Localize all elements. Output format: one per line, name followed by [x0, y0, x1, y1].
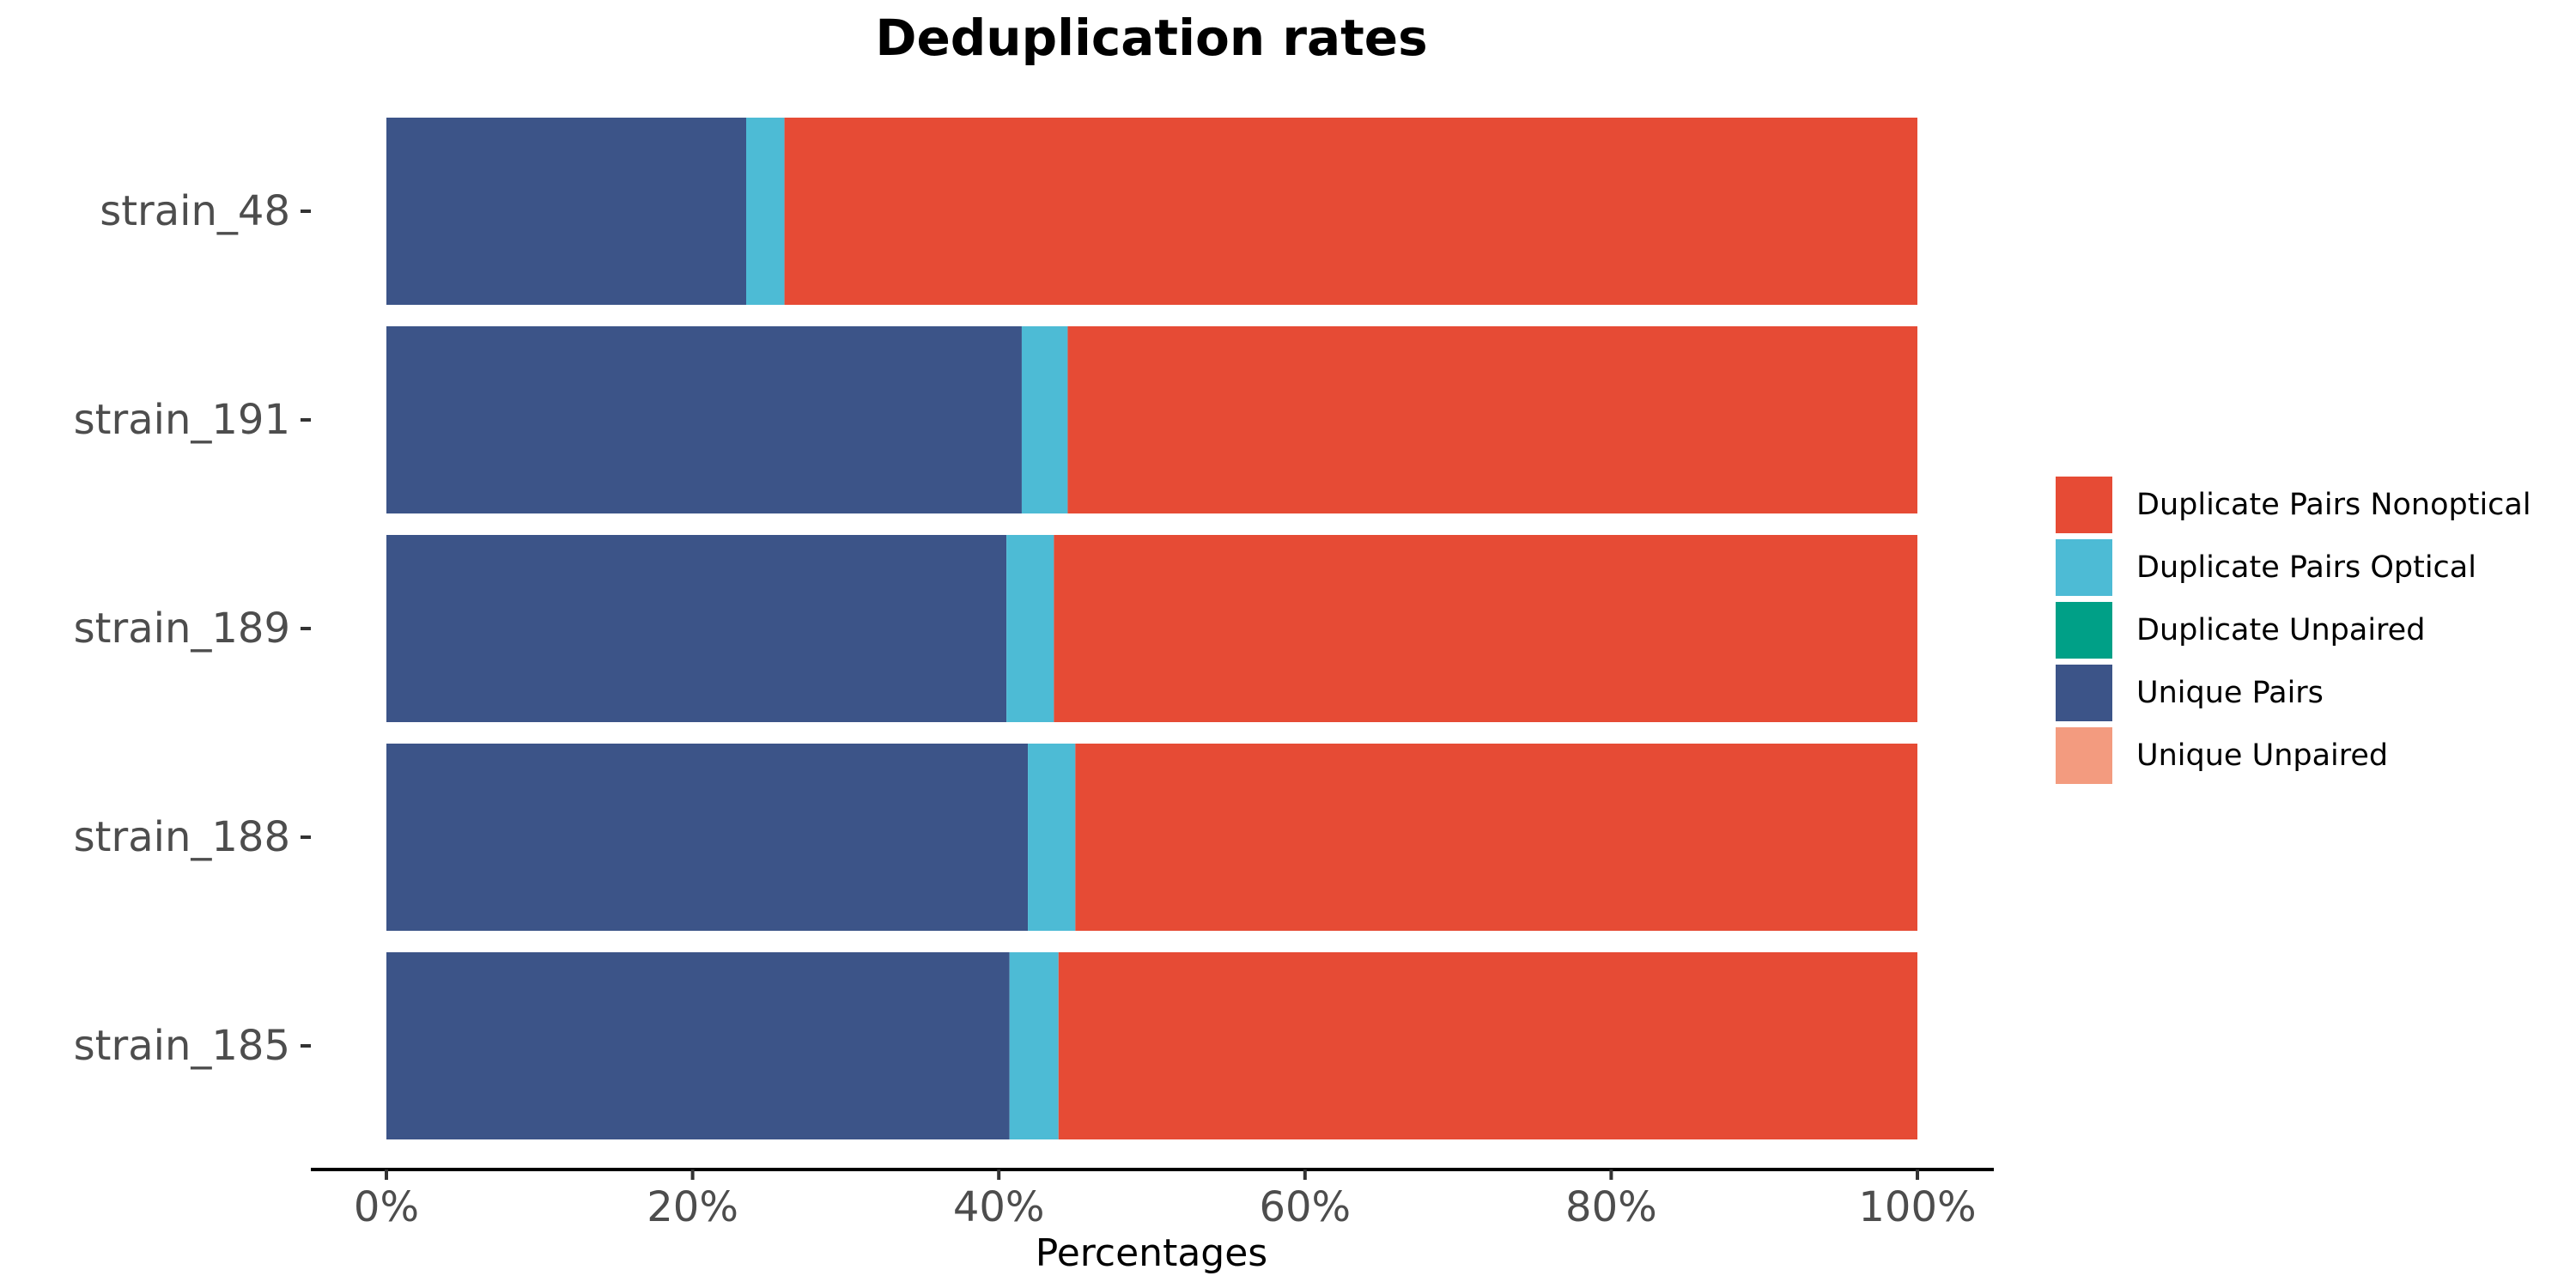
legend-label: Duplicate Unpaired: [2136, 613, 2425, 647]
x-axis-title: Percentages: [1036, 1231, 1267, 1275]
legend-label: Unique Pairs: [2136, 676, 2324, 710]
bar-segment: [1006, 535, 1054, 722]
legend: Duplicate Pairs Nonoptical Duplicate Pair…: [2056, 477, 2531, 784]
x-tick-label: 100%: [1858, 1183, 1976, 1231]
bar-segment: [386, 535, 1007, 722]
bar-segment: [1009, 952, 1059, 1139]
bar-segment: [386, 118, 747, 305]
x-tick-label: 0%: [354, 1183, 419, 1231]
legend-label: Duplicate Pairs Nonoptical: [2136, 488, 2531, 522]
chart-title: Deduplication rates: [875, 9, 1427, 67]
legend-swatch: [2056, 727, 2112, 784]
bars-group: [386, 118, 1917, 1139]
y-axis: strain_48 strain_191 strain_189 strain_188s…: [74, 187, 311, 1070]
x-tick-label: 20%: [647, 1183, 738, 1231]
x-tick-label: 60%: [1259, 1183, 1351, 1231]
bar-segment: [1067, 326, 1917, 513]
x-tick-label: 80%: [1565, 1183, 1657, 1231]
category-label: strain_185: [74, 1022, 290, 1070]
category-label: strain_191: [74, 396, 290, 444]
legend-swatch: [2056, 602, 2112, 659]
bar-segment: [1054, 535, 1917, 722]
bar-segment: [386, 326, 1022, 513]
legend-swatch: [2056, 539, 2112, 596]
legend-label: Duplicate Pairs Optical: [2136, 550, 2476, 585]
category-label: strain_188: [74, 813, 290, 861]
bar-segment: [1021, 326, 1068, 513]
legend-swatch: [2056, 665, 2112, 721]
category-label: strain_48: [100, 187, 290, 235]
bar-segment: [784, 118, 1917, 305]
legend-swatch: [2056, 477, 2112, 533]
bar-segment: [1075, 744, 1917, 931]
legend-label: Unique Unpaired: [2136, 738, 2388, 773]
bar-segment: [746, 118, 785, 305]
bar-segment: [386, 952, 1010, 1139]
x-axis: 0% 20% 40% 60% 80% 100%: [311, 1168, 1994, 1231]
bar-segment: [386, 744, 1029, 931]
bar-segment: [1028, 744, 1076, 931]
category-label: strain_189: [74, 605, 290, 653]
bar-segment: [1058, 952, 1917, 1139]
x-tick-label: 40%: [953, 1183, 1045, 1231]
